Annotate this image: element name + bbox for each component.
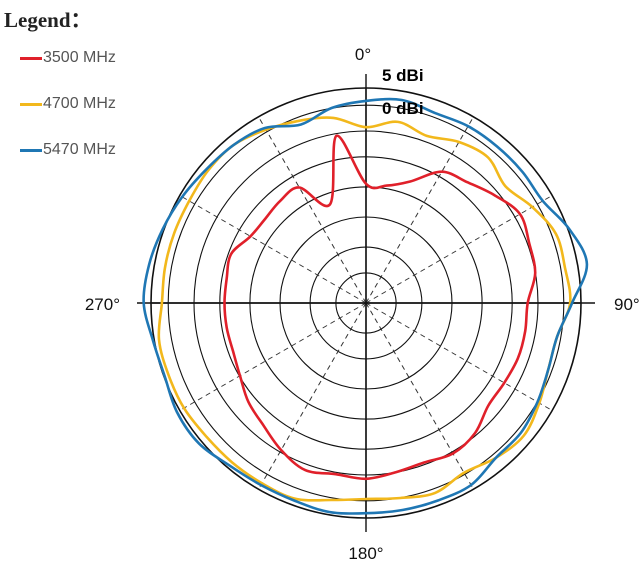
legend-title: Legend： <box>4 8 92 32</box>
grid-spoke <box>365 302 474 490</box>
ring-label-0dbi: 0 dBi <box>382 99 424 118</box>
grid-spoke <box>365 195 553 304</box>
grid-spoke <box>365 302 553 411</box>
legend-swatch <box>20 148 42 152</box>
ring-label-5dbi: 5 dBi <box>382 66 424 85</box>
legend-label: 5470 MHz <box>43 141 116 158</box>
angle-label-0: 0° <box>355 45 371 64</box>
grid-spoke <box>179 302 367 411</box>
series-line-4700-mhz <box>157 116 572 502</box>
angle-label-270: 270° <box>85 295 120 314</box>
grid-spoke <box>258 116 367 304</box>
legend-label: 4700 MHz <box>43 95 116 112</box>
grid-spoke <box>258 302 367 490</box>
legend-label: 3500 MHz <box>43 49 116 66</box>
legend-swatch <box>20 102 42 106</box>
series-layer <box>142 97 589 515</box>
grid-spoke <box>179 195 367 304</box>
legend-swatch <box>20 56 42 60</box>
angle-label-90: 90° <box>614 295 640 314</box>
series-line-5470-mhz <box>142 97 589 515</box>
legend-item-3500: 3500 MHz <box>20 48 116 68</box>
angle-label-180: 180° <box>348 544 383 563</box>
series-line-3500-mhz <box>223 134 537 481</box>
legend-item-4700: 4700 MHz <box>20 94 116 114</box>
polar-grid <box>137 74 595 532</box>
legend-item-5470: 5470 MHz <box>20 140 116 160</box>
label-layer: 0° 90° 180° 270° 5 dBi 0 dBi <box>85 45 640 563</box>
grid-spoke <box>365 116 474 304</box>
